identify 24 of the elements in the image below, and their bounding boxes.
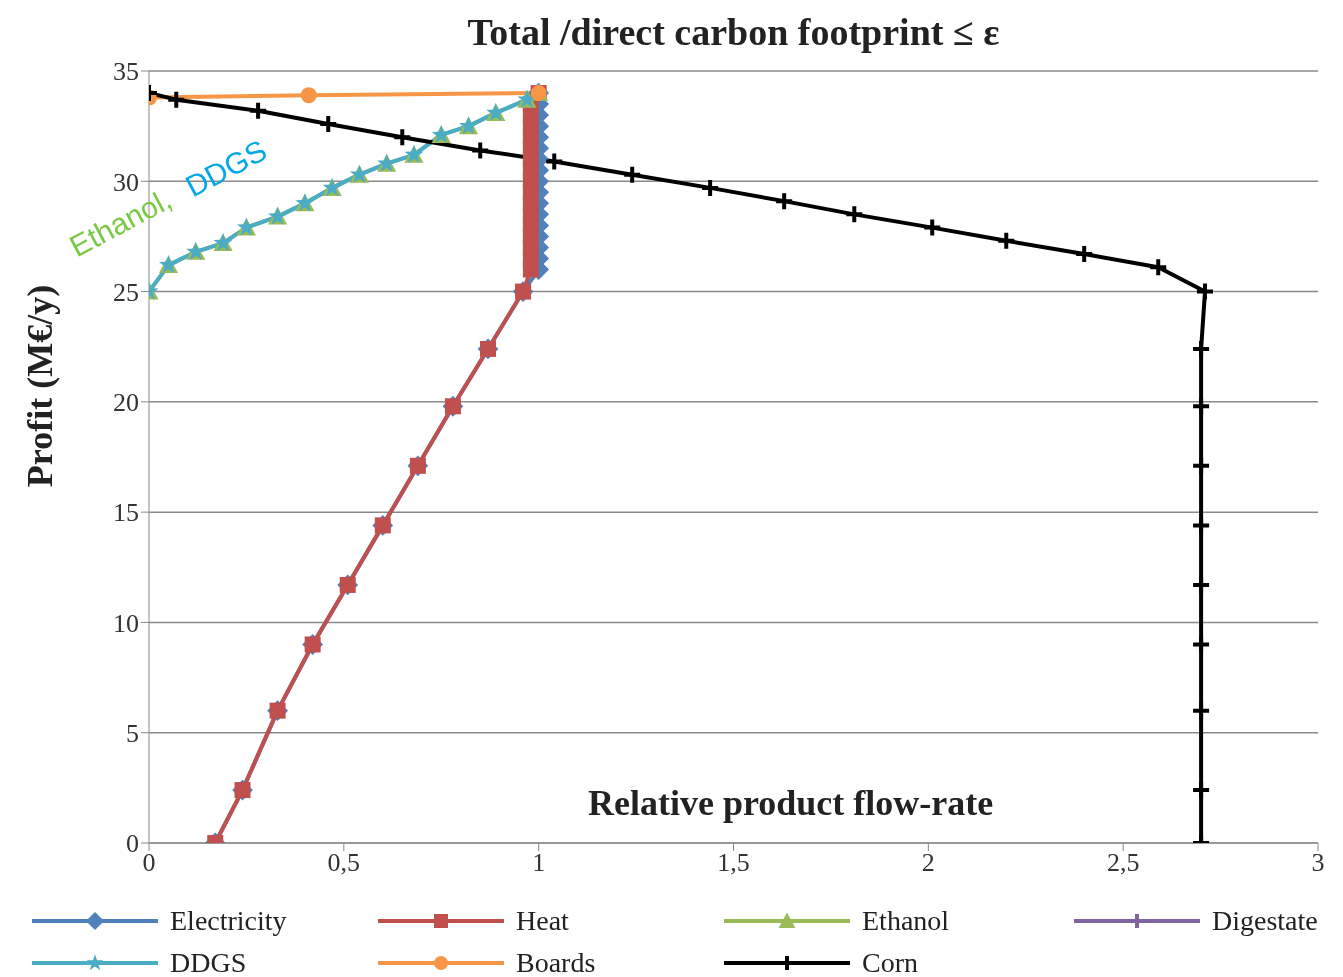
y-tick-label: 0 <box>126 829 139 859</box>
x-axis-title: Relative product flow-rate <box>588 782 994 824</box>
y-tick-label: 10 <box>113 608 139 638</box>
legend-label: Boards <box>516 947 596 977</box>
x-tick-label: 2 <box>921 848 935 878</box>
x-tick-label: 1,5 <box>717 848 750 878</box>
legend-label: Ethanol <box>862 905 950 937</box>
legend-label: Heat <box>516 905 569 937</box>
chart-title: Total /direct carbon footprint ≤ ε <box>466 10 1001 54</box>
legend-label: Digestate <box>1212 905 1318 937</box>
y-tick-label: 20 <box>113 388 139 418</box>
legend-label: DDGS <box>170 947 247 977</box>
x-tick-label: 0,5 <box>327 848 361 878</box>
y-tick-label: 30 <box>113 167 139 197</box>
x-tick-label: 3 <box>1311 848 1325 878</box>
legend-label: Electricity <box>170 905 287 937</box>
x-tick-label: 2,5 <box>1106 848 1140 878</box>
y-tick-label: 35 <box>113 57 139 87</box>
y-tick-label: 5 <box>126 718 139 748</box>
y-tick-label: 25 <box>113 277 139 307</box>
y-axis-title: Profit (M€/y) <box>19 284 61 488</box>
y-tick-label: 15 <box>113 498 139 528</box>
x-tick-label: 1 <box>532 848 546 878</box>
legend-label: Corn <box>862 947 918 977</box>
